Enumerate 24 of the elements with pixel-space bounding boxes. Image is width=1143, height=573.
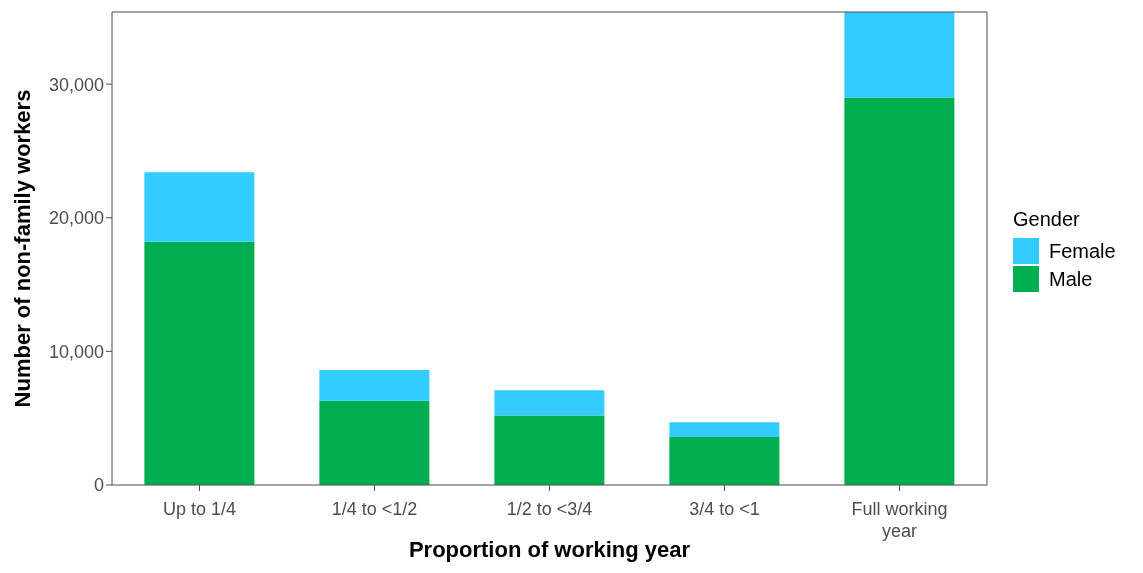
y-axis-title: Number of non-family workers: [9, 89, 35, 408]
bar: [144, 241, 255, 485]
y-tick-label: 0: [93, 475, 104, 496]
x-tick-label: 3/4 to <1: [689, 499, 760, 519]
y-tick-label: 20,000: [48, 208, 104, 229]
bar: [144, 172, 255, 242]
y-tick-label: 30,000: [48, 74, 104, 95]
x-tick-label: Full working year: [851, 499, 948, 541]
y-tick-label: 10,000: [48, 341, 104, 362]
bar: [669, 436, 780, 485]
bar: [319, 370, 430, 401]
x-tick-label: Up to 1/4: [162, 499, 237, 519]
bar: [494, 390, 605, 416]
bar: [669, 422, 780, 437]
x-tick-label: 1/4 to <1/2: [331, 499, 418, 519]
legend-label: Female: [1049, 239, 1116, 263]
legend-label: Male: [1049, 267, 1093, 291]
bar: [319, 400, 430, 485]
bar: [844, 97, 955, 485]
bar: [494, 415, 605, 485]
legend-title: Gender: [1013, 208, 1081, 231]
x-axis-title: Proportion of working year: [408, 537, 691, 562]
bar: [844, 12, 955, 98]
x-tick-label: 1/2 to <3/4: [506, 499, 593, 519]
